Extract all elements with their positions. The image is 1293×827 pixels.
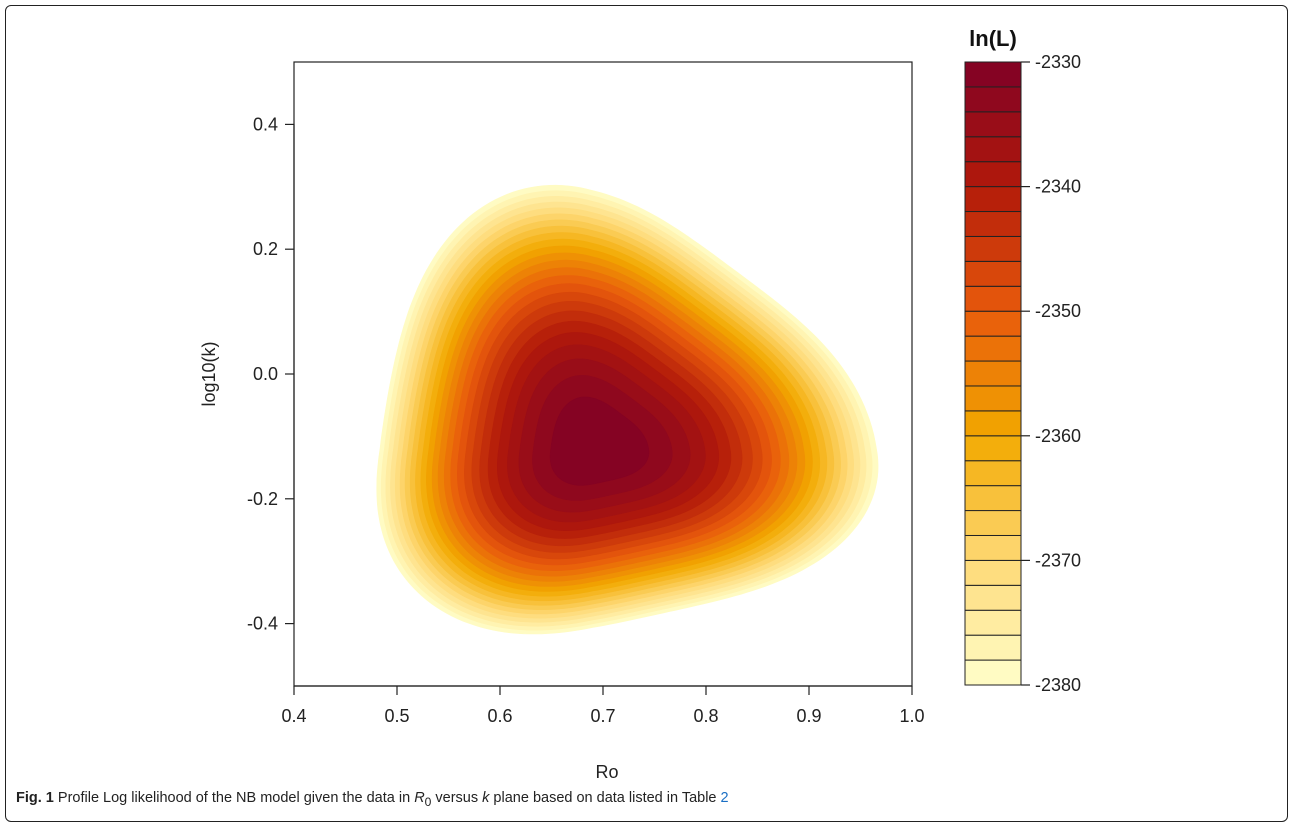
caption-text-before: Profile Log likelihood of the NB model g… xyxy=(53,790,415,806)
y-tick-label: 0.4 xyxy=(253,114,278,134)
legend-swatch xyxy=(964,211,1022,237)
legend-swatch xyxy=(964,584,1022,611)
y-tick-label: 0.0 xyxy=(253,364,278,384)
caption-r-subscript: 0 xyxy=(424,794,432,809)
legend-swatch xyxy=(964,310,1022,337)
legend-swatch xyxy=(964,659,1022,686)
caption-r-symbol: R xyxy=(414,790,425,806)
x-tick-label: 0.5 xyxy=(384,706,409,726)
y-tick-label: 0.2 xyxy=(253,239,278,259)
legend-swatch xyxy=(964,285,1022,312)
caption-text-after: plane based on data listed in Table xyxy=(489,790,721,806)
caption-text-middle: versus xyxy=(431,790,483,806)
legend-tick-label: -2380 xyxy=(1035,675,1081,695)
legend-swatch xyxy=(964,410,1022,437)
legend-swatch xyxy=(964,435,1022,462)
x-tick-label: 1.0 xyxy=(899,706,924,726)
y-tick-label: -0.4 xyxy=(247,614,278,634)
legend-tick-label: -2350 xyxy=(1035,301,1081,321)
y-tick-label: -0.2 xyxy=(247,489,278,509)
figure-caption: Fig. 1 Profile Log likelihood of the NB … xyxy=(16,790,729,809)
legend-swatch xyxy=(964,609,1022,636)
caption-label: Fig. 1 xyxy=(16,790,54,806)
x-tick-label: 0.4 xyxy=(281,706,306,726)
legend-swatch xyxy=(964,385,1022,412)
y-axis-title: log10(k) xyxy=(199,341,219,406)
plot-area xyxy=(376,184,879,635)
legend-swatch xyxy=(964,559,1022,586)
contour-level-25 xyxy=(549,396,650,486)
legend-tick-label: -2340 xyxy=(1035,177,1081,197)
x-tick-label: 0.8 xyxy=(693,706,718,726)
legend-swatch xyxy=(964,186,1022,213)
color-legend: ln(L) -2380 -2370 -2360 -2350 -2340 -2330 xyxy=(964,26,1081,695)
legend-tick-label: -2360 xyxy=(1035,426,1081,446)
x-tick-label: 0.7 xyxy=(590,706,615,726)
legend-swatch xyxy=(964,634,1022,661)
legend-swatch xyxy=(964,161,1022,188)
legend-swatch xyxy=(964,510,1022,536)
legend-title: ln(L) xyxy=(969,26,1017,51)
x-tick-label: 0.9 xyxy=(796,706,821,726)
legend-swatch xyxy=(964,460,1022,487)
legend-tick-label: -2330 xyxy=(1035,52,1081,72)
axes: 0.4 0.5 0.6 0.7 0.8 0.9 1.0 Ro -0.4 -0.2 0.0 0.2 0.4… xyxy=(199,61,925,782)
x-axis-title: Ro xyxy=(595,762,618,782)
legend-tick-label: -2370 xyxy=(1035,550,1081,570)
legend-swatch xyxy=(964,485,1022,512)
caption-k-symbol: k xyxy=(482,790,490,806)
legend-swatch xyxy=(964,360,1022,387)
legend-swatch xyxy=(964,534,1022,561)
legend-swatch xyxy=(964,260,1022,287)
x-tick-label: 0.6 xyxy=(487,706,512,726)
table-reference-link[interactable]: 2 xyxy=(720,790,729,806)
legend-swatch xyxy=(964,335,1022,362)
legend-swatch xyxy=(964,61,1022,88)
legend-swatch xyxy=(964,235,1022,262)
legend-swatch xyxy=(964,111,1022,138)
legend-swatch xyxy=(964,86,1022,113)
legend-swatch xyxy=(964,136,1022,163)
